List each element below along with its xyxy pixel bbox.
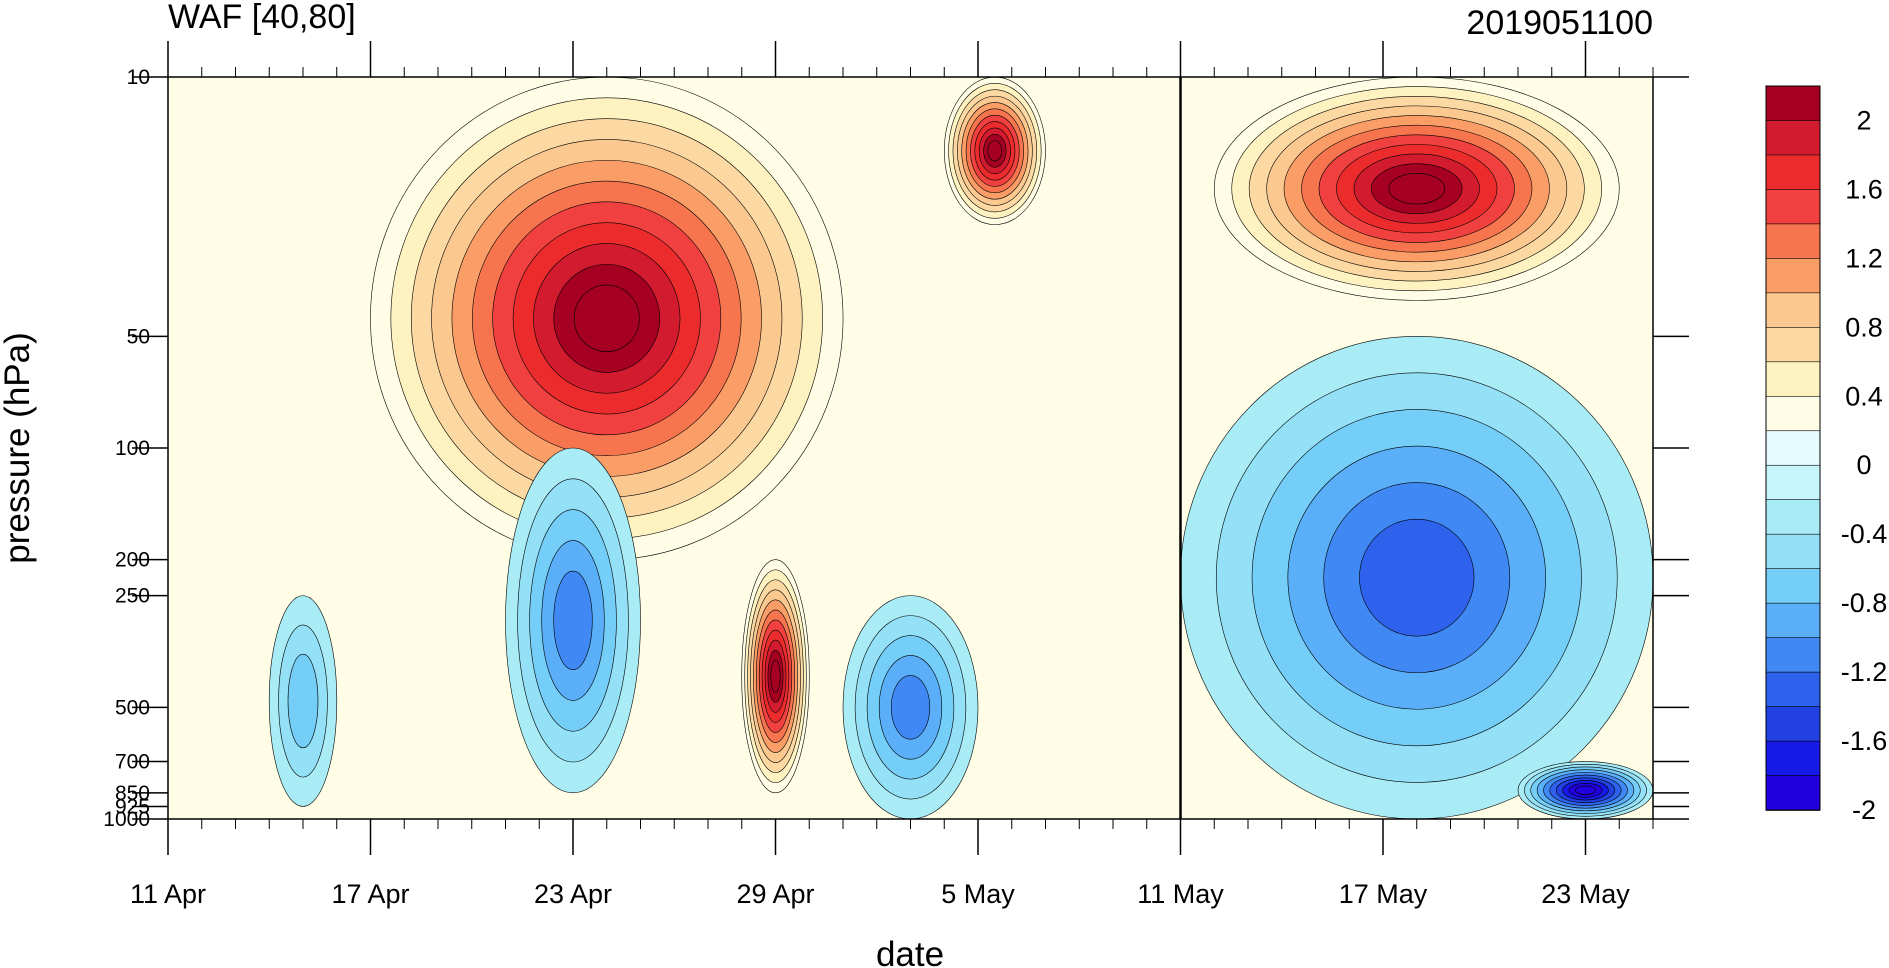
colorbar-swatch: [1765, 602, 1821, 639]
y-tick-label: 250: [115, 585, 150, 608]
contour-fill: [770, 659, 781, 693]
colorbar-swatch: [1765, 223, 1821, 260]
colorbar-label: 0.8: [1845, 312, 1883, 342]
colorbar-swatch: [1765, 775, 1821, 811]
colorbar-label: 1.6: [1845, 174, 1883, 204]
colorbar-swatch: [1765, 430, 1821, 467]
colorbar-swatch: [1765, 189, 1821, 225]
x-tick-label: 29 Apr: [736, 879, 814, 909]
colorbar-swatch: [1765, 464, 1821, 501]
colorbar-swatch: [1765, 395, 1821, 432]
y-axis-label: pressure (hPa): [0, 332, 37, 563]
colorbar-swatch: [1765, 258, 1821, 294]
chart-title-left: WAF [40,80]: [168, 0, 356, 36]
colorbar-swatch: [1765, 292, 1821, 329]
y-tick-label: 100: [115, 437, 150, 460]
y-tick-label: 10: [127, 66, 150, 89]
colorbar-label: -1.6: [1841, 726, 1888, 756]
x-axis-label: date: [876, 935, 944, 968]
contour-fill: [553, 570, 593, 671]
y-tick-label: 500: [115, 696, 150, 719]
colorbar-swatch: [1765, 327, 1821, 363]
colorbar-label: 2: [1856, 106, 1871, 136]
x-tick-label: 17 Apr: [331, 879, 409, 909]
colorbar-swatch: [1765, 568, 1821, 604]
y-tick-label: 925: [115, 795, 150, 818]
x-tick-label: 11 May: [1137, 879, 1224, 909]
x-tick-label: 17 May: [1339, 879, 1428, 909]
plot-area: [168, 77, 1653, 819]
x-tick-label: 23 Apr: [534, 879, 612, 909]
colorbar-swatch: [1765, 671, 1821, 708]
y-tick-label: 50: [127, 325, 150, 348]
contour-fill: [287, 653, 319, 749]
contour-fill: [890, 675, 931, 740]
y-tick-label: 1000: [103, 808, 150, 831]
x-tick-label: 23 May: [1541, 879, 1630, 909]
colorbar-swatch: [1765, 637, 1821, 673]
colorbar-label: -1.2: [1841, 657, 1888, 687]
colorbar-label: 1.2: [1845, 243, 1883, 273]
contour-fill: [573, 284, 640, 352]
colorbar-label: 0.4: [1845, 381, 1883, 411]
colorbar-label: -0.4: [1841, 519, 1888, 549]
x-tick-label: 5 May: [941, 879, 1015, 909]
colorbar-swatch: [1765, 361, 1821, 398]
colorbar-label: -2: [1852, 795, 1876, 825]
colorbar-swatch: [1765, 154, 1821, 191]
chart-title-right: 2019051100: [1466, 4, 1653, 42]
y-tick-label: 200: [115, 549, 150, 572]
colorbar-frame: [1765, 85, 1821, 811]
colorbar-label: -0.8: [1841, 588, 1888, 618]
contour-fill: [987, 140, 1003, 162]
contour-fill: [1575, 785, 1597, 795]
colorbar-swatch: [1765, 740, 1821, 777]
colorbar-swatch: [1765, 120, 1821, 156]
colorbar-swatch: [1765, 533, 1821, 570]
x-tick-label: 11 Apr: [130, 879, 206, 909]
colorbar-swatch: [1765, 706, 1821, 742]
contour-fill: [1388, 172, 1445, 205]
colorbar: 2 1.6 1.2 0.8 0.4 0 -0.4 -0.8 -1.2 -1.6 -2: [1765, 85, 1888, 825]
colorbar-swatch: [1765, 499, 1821, 535]
x-axis: 11 Apr 17 Apr 23 Apr 29 Apr 5 May 11 May 17 Ma…: [130, 41, 1654, 909]
y-tick-label: 850: [115, 782, 150, 805]
colorbar-label: 0: [1856, 450, 1871, 480]
contour-fills: [268, 77, 1653, 819]
contour-fill: [1359, 518, 1475, 637]
colorbar-swatch: [1765, 85, 1821, 122]
y-tick-label: 700: [115, 751, 150, 774]
